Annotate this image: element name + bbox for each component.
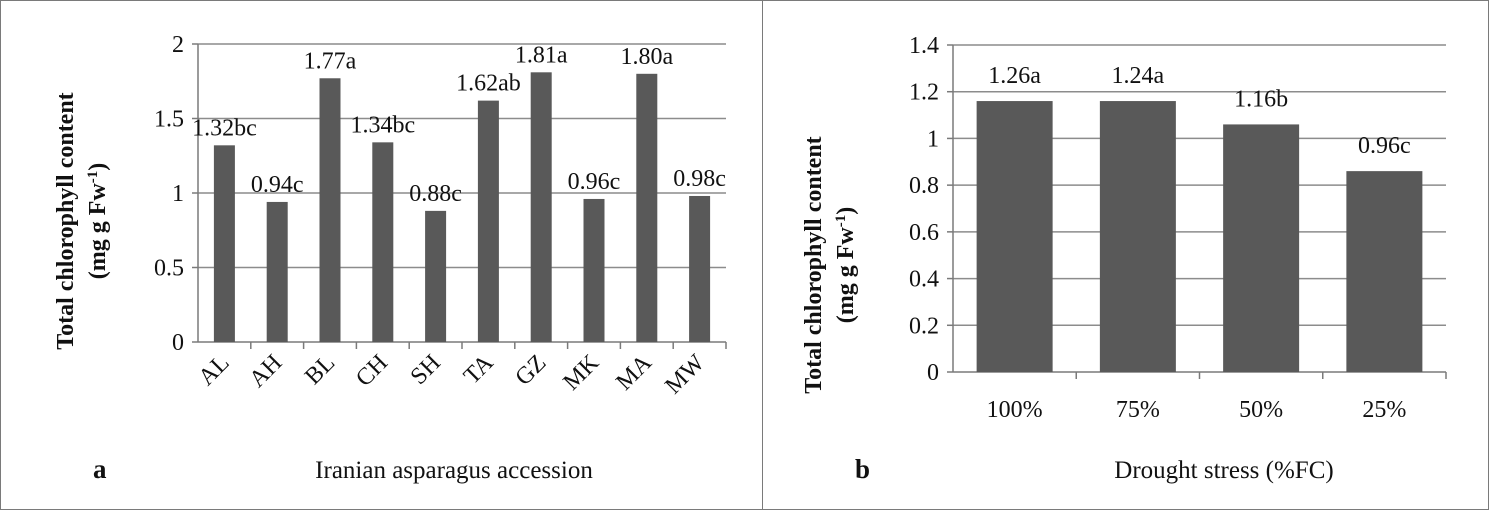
y-axis-label-line1: Total chlorophyll content <box>801 136 827 393</box>
data-label: 0.96c <box>1358 133 1411 159</box>
data-label: 1.16b <box>1234 86 1288 112</box>
bar-sh <box>425 210 447 342</box>
chart-panel-b: 0 0.2 0.4 0.6 0.8 1 1.2 1.4 1.26a 100% 1.24a 75% 1.1… <box>762 0 1489 510</box>
data-label: 1.77a <box>304 48 357 74</box>
y-tick-label: 0 <box>927 360 939 386</box>
y-tick-label: 0.8 <box>909 173 939 199</box>
y-tick-label: 1.4 <box>909 33 939 59</box>
x-tick-label: SH <box>406 350 446 390</box>
x-tick-label: MA <box>611 349 657 395</box>
x-tick-label: AL <box>194 350 235 391</box>
data-label: 0.88c <box>409 181 462 207</box>
data-label: 1.26a <box>988 63 1041 89</box>
bar-75pct <box>1099 101 1176 373</box>
bar-ma <box>636 73 658 343</box>
bar-gz <box>530 72 552 342</box>
x-tick-label: 75% <box>1116 397 1160 423</box>
x-axis-label: Drought stress (%FC) <box>1114 457 1333 484</box>
chart-b-svg: 0 0.2 0.4 0.6 0.8 1 1.2 1.4 1.26a 100% 1.24a 75% 1.1… <box>801 33 1447 484</box>
data-label: 0.94c <box>251 172 304 198</box>
y-axis-label-line1: Total chlorophyll content <box>53 92 79 349</box>
x-axis-label: Iranian asparagus accession <box>315 457 593 484</box>
x-tick-label: TA <box>459 349 499 389</box>
x-tick-label: BL <box>300 350 340 390</box>
bar-25pct <box>1346 171 1423 372</box>
bar-50pct <box>1223 124 1300 373</box>
bar-ch <box>372 142 394 342</box>
panel-letter: b <box>855 454 870 484</box>
panel-letter: a <box>93 454 107 484</box>
chart-panel-a: 0 0.5 1 1.5 2 1.32bc AL 0.94c AH 1.77a BL 1.34bc CH 0… <box>0 0 764 510</box>
bar-mw <box>689 195 711 342</box>
chart-a-svg: 0 0.5 1 1.5 2 1.32bc AL 0.94c AH 1.77a BL 1.34bc CH 0… <box>53 32 727 484</box>
data-label: 1.34bc <box>350 112 415 138</box>
bar-mk <box>583 198 605 342</box>
bar-al <box>213 145 235 342</box>
data-label: 0.98c <box>673 166 726 192</box>
bar-ah <box>266 201 288 342</box>
x-tick-label: CH <box>351 350 393 392</box>
y-tick-label: 1 <box>927 126 939 152</box>
y-tick-label: 0.5 <box>154 256 184 282</box>
x-tick-label: 25% <box>1362 397 1406 423</box>
bar-100pct <box>976 101 1053 373</box>
bar-bl <box>319 78 341 343</box>
y-tick-label: 0.2 <box>909 313 939 339</box>
y-tick-label: 2 <box>172 32 184 58</box>
y-tick-label: 0.4 <box>909 267 939 293</box>
y-tick-label: 1.5 <box>154 107 184 133</box>
data-label: 1.32bc <box>192 115 257 141</box>
y-tick-label: 1.2 <box>909 80 939 106</box>
data-label: 1.81a <box>515 42 568 68</box>
x-tick-label: GZ <box>510 350 551 391</box>
data-label: 1.24a <box>1112 63 1165 89</box>
x-tick-label: AH <box>245 350 288 393</box>
x-tick-label: MK <box>559 349 605 395</box>
data-label: 1.62ab <box>456 71 521 97</box>
x-tick-label: 100% <box>987 397 1043 423</box>
y-axis-label-line2: (mg g Fw-1) <box>85 163 111 279</box>
bar-ta <box>477 100 499 343</box>
y-tick-label: 0.6 <box>909 220 939 246</box>
y-axis-label-line2: (mg g Fw-1) <box>833 207 859 323</box>
x-tick-label: 50% <box>1239 397 1283 423</box>
data-label: 1.80a <box>620 44 673 70</box>
y-tick-label: 1 <box>172 181 184 207</box>
data-label: 0.96c <box>568 169 621 195</box>
y-tick-label: 0 <box>172 330 184 356</box>
x-tick-label: MW <box>660 350 710 400</box>
